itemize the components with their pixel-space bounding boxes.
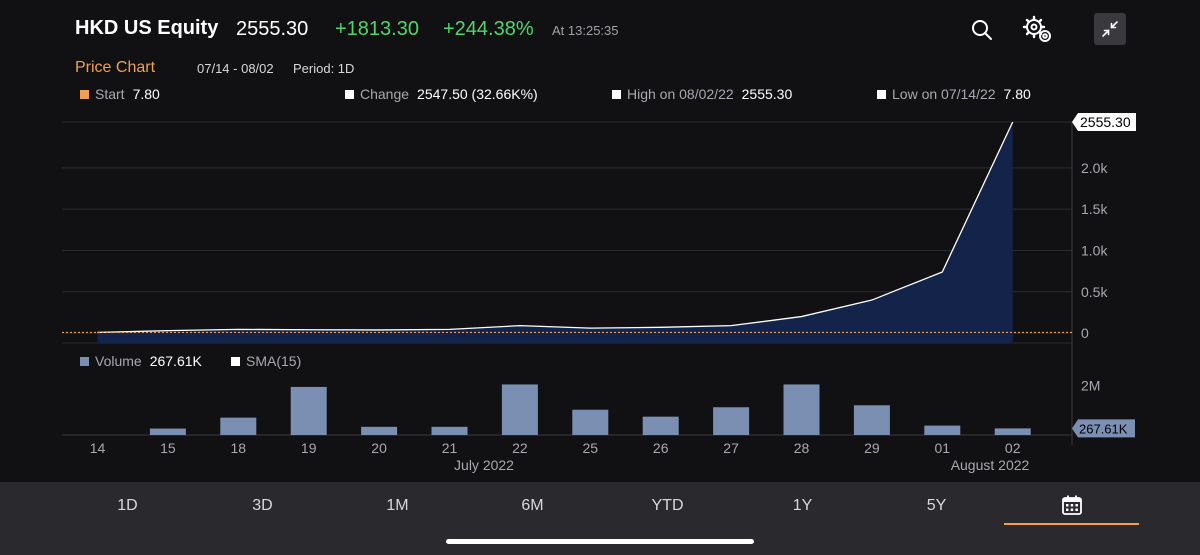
start-legend-swatch: [80, 89, 89, 99]
x-group-label: August 2022: [951, 457, 1030, 473]
volume-last-tag-label: 267.61K: [1079, 421, 1128, 436]
period-tab-bar: 1D 3D 1M 6M YTD 1Y 5Y: [0, 482, 1200, 555]
volume-value: 267.61K: [149, 353, 202, 369]
volume-label: Volume: [95, 353, 142, 369]
tab-ytd[interactable]: YTD: [651, 497, 684, 514]
volume-bar: [431, 426, 468, 435]
price-y-tick-label: 2.0k: [1081, 160, 1108, 176]
last-price-tag-label: 2555.30: [1080, 114, 1131, 130]
volume-bar: [290, 386, 327, 435]
price-y-tick-label: 1.5k: [1081, 201, 1108, 217]
volume-bar: [220, 417, 257, 435]
stat-start-value: 7.80: [132, 86, 160, 102]
price-y-tick-label: 1.0k: [1081, 242, 1108, 258]
price-line: [97, 121, 1014, 334]
stat-low-value: 7.80: [1003, 86, 1031, 102]
stat-low-label: Low on 07/14/22: [892, 86, 996, 102]
price-y-tick-label: 0.5k: [1081, 284, 1108, 300]
price-volume-chart[interactable]: 0 0.5k 1.0k 1.5k 2.0k 2555.30 2M 267.61K 14 15 18 1…: [0, 110, 1200, 480]
collapse-icon[interactable]: [1094, 13, 1126, 45]
x-tick-label: 14: [90, 440, 106, 456]
stat-high: High on 08/02/22 2555.30: [612, 86, 792, 102]
tab-6m[interactable]: 6M: [521, 497, 544, 514]
period-label: Period: 1D: [293, 61, 355, 76]
stat-high-value: 2555.30: [741, 86, 793, 102]
stat-start: Start 7.80: [80, 86, 160, 102]
volume-bar: [361, 426, 398, 435]
stat-low: Low on 07/14/22 7.80: [877, 86, 1031, 102]
x-tick-label: 28: [794, 440, 810, 456]
header: HKD US Equity 2555.30 +1813.30 +244.38% …: [0, 0, 1200, 58]
volume-bar: [572, 409, 609, 435]
volume-y-tick-label: 2M: [1081, 377, 1100, 393]
price-change-percent: +244.38%: [443, 18, 534, 40]
volume-bar: [924, 425, 961, 435]
volume-legend-swatch: [80, 356, 89, 366]
tab-1y[interactable]: 1Y: [792, 497, 813, 514]
date-range: 07/14 - 08/02: [197, 61, 274, 76]
volume-bar: [642, 416, 679, 435]
x-group-label: July 2022: [454, 457, 514, 473]
tab-5y[interactable]: 5Y: [926, 497, 947, 514]
search-icon[interactable]: [966, 14, 998, 46]
x-tick-label: 20: [371, 440, 387, 456]
stat-change-value: 2547.50 (32.66K%): [417, 86, 538, 102]
home-indicator[interactable]: [446, 539, 754, 544]
x-tick-label: 02: [1005, 440, 1021, 456]
tab-1m[interactable]: 1M: [386, 497, 409, 514]
sma-label: SMA(15): [246, 353, 302, 369]
gear-icon[interactable]: [1022, 14, 1054, 46]
volume-bar: [713, 407, 750, 435]
x-tick-label: 18: [231, 440, 247, 456]
x-tick-label: 22: [512, 440, 528, 456]
timestamp: At 13:25:35: [552, 23, 619, 38]
volume-bar: [501, 384, 538, 435]
stat-start-label: Start: [95, 86, 125, 102]
price-change: +1813.30: [335, 18, 419, 40]
high-legend-swatch: [612, 89, 621, 99]
calendar-icon: [1061, 495, 1082, 515]
chart-title: Price Chart: [75, 59, 156, 76]
price-y-tick-label: 0: [1081, 325, 1089, 341]
x-tick-label: 21: [442, 440, 458, 456]
volume-bar: [994, 428, 1031, 435]
stat-change: Change 2547.50 (32.66K%): [345, 86, 538, 102]
volume-bar: [783, 384, 820, 435]
selected-tab-indicator: [1004, 523, 1139, 525]
volume-legend: Volume 267.61K: [80, 353, 202, 369]
tab-3d[interactable]: 3D: [252, 497, 273, 514]
change-legend-swatch: [345, 89, 354, 99]
last-price-tag: [1072, 113, 1136, 131]
tab-calendar[interactable]: [1004, 494, 1139, 521]
x-tick-label: 25: [583, 440, 599, 456]
x-tick-label: 15: [160, 440, 176, 456]
x-tick-label: 01: [935, 440, 951, 456]
low-legend-swatch: [877, 89, 886, 99]
x-tick-label: 26: [653, 440, 669, 456]
last-price: 2555.30: [236, 18, 309, 40]
price-area: [97, 122, 1013, 343]
volume-bar: [149, 428, 186, 435]
x-tick-label: 27: [723, 440, 739, 456]
ticker-title: HKD US Equity: [75, 17, 219, 39]
tab-1d[interactable]: 1D: [117, 497, 138, 514]
sma-legend: SMA(15): [231, 353, 301, 369]
x-tick-label: 29: [864, 440, 880, 456]
sma-legend-swatch: [231, 356, 240, 366]
x-tick-label: 19: [301, 440, 317, 456]
stat-change-label: Change: [360, 86, 410, 102]
stat-high-label: High on 08/02/22: [627, 86, 734, 102]
volume-last-tag: [1072, 419, 1135, 438]
volume-bar: [853, 405, 890, 435]
